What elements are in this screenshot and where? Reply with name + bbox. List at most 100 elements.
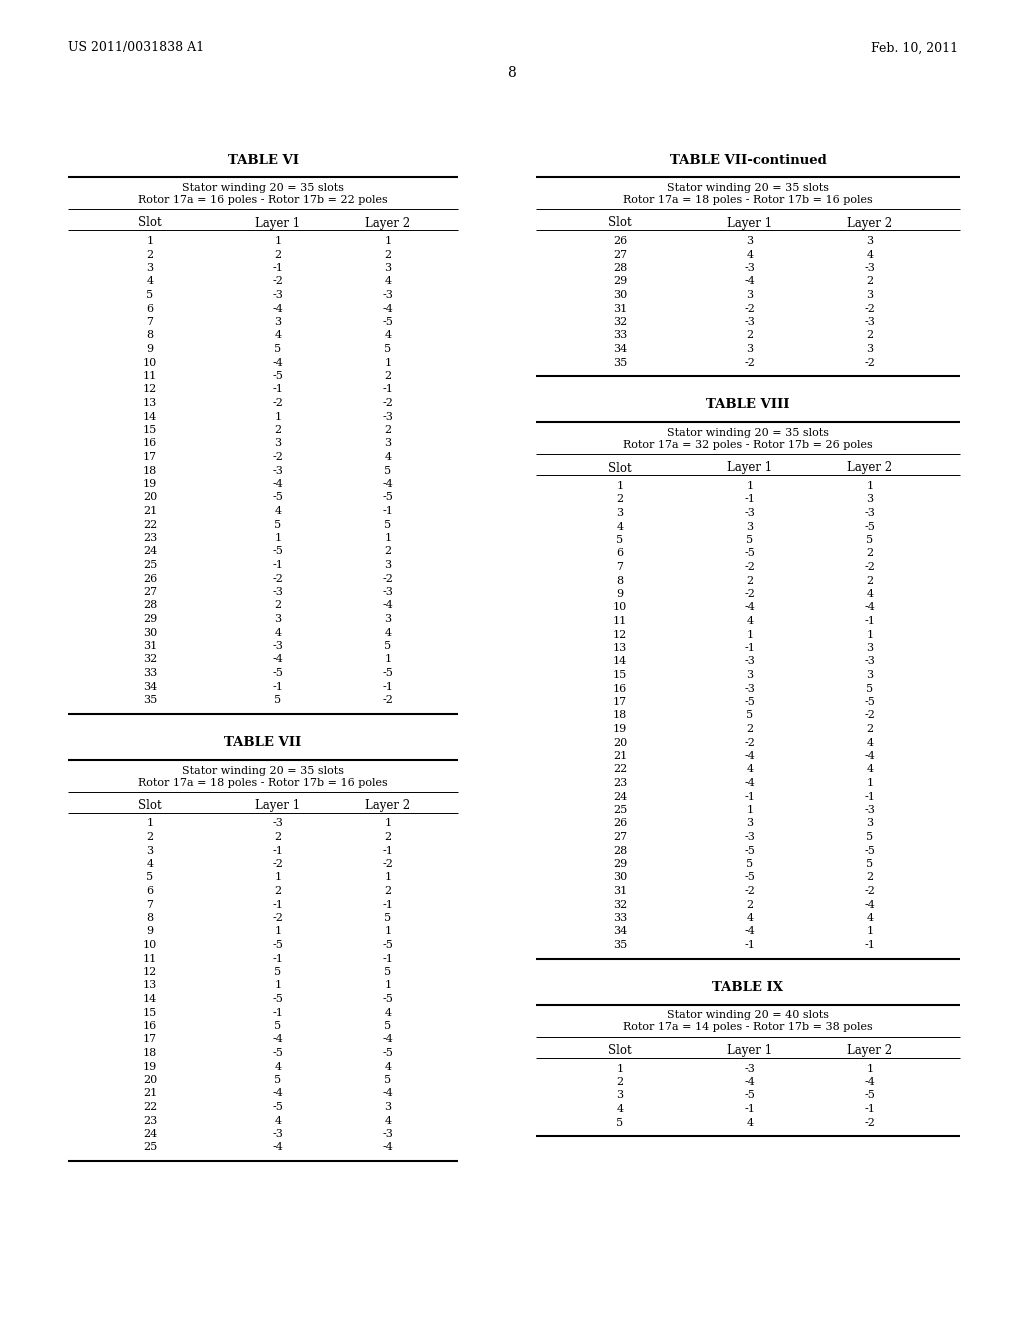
Text: 4: 4 [384,1115,391,1126]
Text: 34: 34 [613,345,627,354]
Text: 2: 2 [866,276,873,286]
Text: 10: 10 [143,940,157,950]
Text: 15: 15 [613,671,627,680]
Text: Stator winding 20 = 35 slots: Stator winding 20 = 35 slots [667,428,829,438]
Text: 21: 21 [143,1089,157,1098]
Text: 1: 1 [616,480,624,491]
Text: 8: 8 [146,913,154,923]
Text: Layer 2: Layer 2 [848,462,893,474]
Text: 22: 22 [613,764,627,775]
Text: TABLE VIII: TABLE VIII [707,399,790,412]
Text: -4: -4 [383,304,393,314]
Text: Rotor 17a = 16 poles - Rotor 17b = 22 poles: Rotor 17a = 16 poles - Rotor 17b = 22 po… [138,195,388,205]
Text: -5: -5 [744,846,756,855]
Text: -2: -2 [272,399,284,408]
Text: -1: -1 [744,940,756,950]
Text: 11: 11 [143,371,157,381]
Text: -3: -3 [864,317,876,327]
Text: 5: 5 [746,710,754,721]
Text: 23: 23 [143,533,157,543]
Text: 4: 4 [616,521,624,532]
Text: 3: 3 [384,560,391,570]
Text: 1: 1 [384,655,391,664]
Text: 19: 19 [143,1061,157,1072]
Text: -5: -5 [272,1102,284,1111]
Text: -3: -3 [272,587,284,597]
Text: 5: 5 [384,1074,391,1085]
Text: Rotor 17a = 18 poles - Rotor 17b = 16 poles: Rotor 17a = 18 poles - Rotor 17b = 16 po… [138,777,388,788]
Text: Slot: Slot [608,1044,632,1057]
Text: -2: -2 [864,886,876,896]
Text: -1: -1 [383,506,393,516]
Text: 4: 4 [384,276,391,286]
Text: 32: 32 [143,655,157,664]
Text: 1: 1 [866,777,873,788]
Text: 4: 4 [746,616,754,626]
Text: 30: 30 [143,627,157,638]
Text: -4: -4 [744,927,756,936]
Text: 26: 26 [613,818,627,829]
Text: Stator winding 20 = 35 slots: Stator winding 20 = 35 slots [182,183,344,193]
Text: 21: 21 [143,506,157,516]
Text: -2: -2 [744,589,756,599]
Text: 8: 8 [616,576,624,586]
Text: TABLE IX: TABLE IX [713,981,783,994]
Text: -5: -5 [383,668,393,678]
Text: 3: 3 [146,263,154,273]
Text: 13: 13 [143,981,157,990]
Text: 5: 5 [146,873,154,883]
Text: Rotor 17a = 14 poles - Rotor 17b = 38 poles: Rotor 17a = 14 poles - Rotor 17b = 38 po… [624,1023,872,1032]
Text: 26: 26 [613,236,627,246]
Text: 27: 27 [613,832,627,842]
Text: 3: 3 [746,290,754,300]
Text: -4: -4 [383,601,393,610]
Text: 3: 3 [866,495,873,504]
Text: -3: -3 [744,832,756,842]
Text: -4: -4 [383,1035,393,1044]
Text: 3: 3 [866,236,873,246]
Text: 33: 33 [613,330,627,341]
Text: -5: -5 [272,492,284,503]
Text: 2: 2 [746,330,754,341]
Text: 4: 4 [384,330,391,341]
Text: 32: 32 [613,899,627,909]
Text: 5: 5 [274,1074,282,1085]
Text: 1: 1 [866,630,873,639]
Text: 17: 17 [613,697,627,708]
Text: 17: 17 [143,1035,157,1044]
Text: 21: 21 [613,751,627,762]
Text: 5: 5 [384,345,391,354]
Text: 4: 4 [866,589,873,599]
Text: -3: -3 [272,466,284,475]
Text: 2: 2 [274,886,282,896]
Text: -5: -5 [744,873,756,883]
Text: -5: -5 [383,492,393,503]
Text: 24: 24 [143,546,157,557]
Text: 29: 29 [613,859,627,869]
Text: 25: 25 [143,560,157,570]
Text: 9: 9 [146,927,154,936]
Text: Layer 2: Layer 2 [848,1044,893,1057]
Text: 1: 1 [274,412,282,421]
Text: 8: 8 [146,330,154,341]
Text: 34: 34 [613,927,627,936]
Text: -4: -4 [272,655,284,664]
Text: 4: 4 [384,1007,391,1018]
Text: -2: -2 [272,276,284,286]
Text: 4: 4 [384,451,391,462]
Text: 1: 1 [384,533,391,543]
Text: -2: -2 [744,304,756,314]
Text: -2: -2 [864,562,876,572]
Text: 2: 2 [616,495,624,504]
Text: 2: 2 [746,723,754,734]
Text: 2: 2 [274,601,282,610]
Text: 4: 4 [866,913,873,923]
Text: -5: -5 [864,521,876,532]
Text: Stator winding 20 = 40 slots: Stator winding 20 = 40 slots [667,1011,829,1020]
Text: US 2011/0031838 A1: US 2011/0031838 A1 [68,41,204,54]
Text: 2: 2 [866,330,873,341]
Text: 20: 20 [613,738,627,747]
Text: -2: -2 [272,573,284,583]
Text: 20: 20 [143,492,157,503]
Text: 2: 2 [384,546,391,557]
